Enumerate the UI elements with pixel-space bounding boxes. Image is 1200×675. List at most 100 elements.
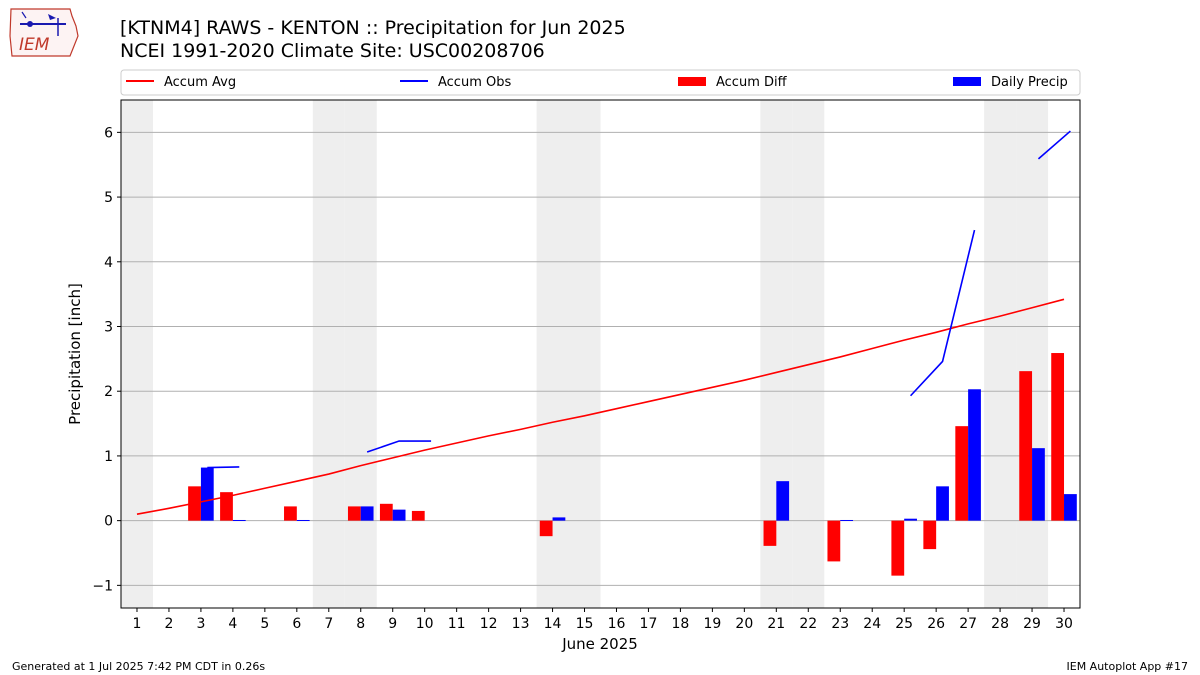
- weekend-shade: [792, 100, 825, 608]
- x-tick-label: 1: [133, 616, 142, 632]
- x-tick-label: 26: [927, 616, 945, 632]
- grid-lines: [121, 131, 1080, 586]
- daily-precip-bar: [936, 486, 949, 521]
- x-tick-label: 21: [767, 616, 785, 632]
- weekend-shade: [312, 100, 345, 608]
- y-tick-label: −1: [92, 578, 113, 594]
- accum-diff-bar: [379, 503, 393, 521]
- weekend-shade: [984, 100, 1017, 608]
- x-tick-label: 17: [640, 616, 658, 632]
- logo-text: IEM: [19, 35, 50, 55]
- x-tick-label: 12: [480, 616, 498, 632]
- accum-diff-bar: [347, 506, 361, 521]
- y-axis-label: Precipitation [inch]: [66, 283, 84, 425]
- x-tick-label: 27: [959, 616, 977, 632]
- accum-diff-bar: [220, 492, 233, 521]
- x-tick-label: 15: [576, 616, 594, 632]
- x-tick-label: 13: [512, 616, 530, 632]
- legend: Accum Avg Accum Obs Accum Diff Daily Precip: [120, 69, 1081, 96]
- x-axis-label: June 2025: [561, 635, 638, 653]
- accum-diff-bar: [923, 520, 937, 550]
- accum-obs-line: [207, 466, 240, 469]
- daily-precip-bar: [840, 519, 854, 521]
- weekend-shade: [344, 100, 377, 608]
- y-tick-label: 4: [104, 255, 113, 271]
- y-tick-label: 5: [104, 190, 113, 206]
- x-tick-label: 20: [735, 616, 753, 632]
- x-tick-label: 14: [544, 616, 562, 632]
- lines: [136, 130, 1071, 515]
- weekend-shade: [1016, 100, 1049, 608]
- legend-label-daily-precip: Daily Precip: [991, 75, 1068, 90]
- iem-logo: IEM: [9, 8, 79, 57]
- generated-timestamp: Generated at 1 Jul 2025 7:42 PM CDT in 0…: [12, 660, 266, 673]
- legend-label-accum-diff: Accum Diff: [716, 75, 788, 90]
- daily-precip-bar: [232, 519, 246, 521]
- legend-label-accum-obs: Accum Obs: [438, 75, 511, 90]
- daily-precip-bar: [1032, 448, 1045, 521]
- weekend-shade: [568, 100, 601, 608]
- legend-label-accum-avg: Accum Avg: [164, 75, 236, 90]
- accum-avg-line: [136, 298, 1065, 515]
- daily-precip-bar: [904, 518, 917, 521]
- app-id: IEM Autoplot App #17: [1066, 660, 1189, 673]
- x-tick-label: 9: [388, 616, 397, 632]
- x-tick-label: 19: [703, 616, 721, 632]
- daily-precip-bar: [968, 389, 981, 521]
- daily-precip-bar: [776, 481, 790, 521]
- y-tick-label: 6: [104, 125, 113, 141]
- accum-diff-bar: [1019, 371, 1033, 521]
- accum-diff-bar: [827, 520, 841, 562]
- y-tick-label: 3: [104, 319, 113, 335]
- accum-diff-bar: [763, 520, 777, 546]
- legend-frame: [120, 69, 1081, 96]
- x-tick-label: 8: [356, 616, 365, 632]
- y-tick-label: 1: [104, 449, 113, 465]
- daily-precip-bar: [200, 467, 214, 521]
- daily-precip-bar: [1064, 494, 1077, 521]
- x-tick-label: 24: [863, 616, 881, 632]
- daily-precip-bar: [392, 509, 406, 521]
- x-tick-label: 3: [196, 616, 205, 632]
- plot-frame: [120, 99, 1081, 609]
- x-tick-label: 30: [1055, 616, 1073, 632]
- x-tick-label: 10: [416, 616, 434, 632]
- x-tick-label: 11: [448, 616, 466, 632]
- x-tick-label: 22: [799, 616, 817, 632]
- x-axis-ticks: 1 2 3 4 5 6 7 8 9 10 11 12 13 14 15 16 17 18 19 20 21 22 23 24 2…: [133, 608, 1073, 632]
- accum-obs-line: [366, 440, 432, 453]
- accum-diff-bar: [1051, 353, 1065, 521]
- chart-title-line1: [KTNM4] RAWS - KENTON :: Precipitation f…: [120, 17, 626, 39]
- chart-title-line2: NCEI 1991-2020 Climate Site: USC00208706: [120, 40, 545, 62]
- accum-diff-bar: [955, 426, 969, 521]
- x-tick-label: 23: [831, 616, 849, 632]
- x-tick-label: 28: [991, 616, 1009, 632]
- y-tick-label: 2: [104, 384, 113, 400]
- x-tick-label: 29: [1023, 616, 1041, 632]
- legend-swatch-accum-diff: [678, 77, 706, 86]
- bars: [188, 353, 1077, 576]
- x-tick-label: 7: [324, 616, 333, 632]
- x-tick-label: 25: [895, 616, 913, 632]
- x-tick-label: 6: [292, 616, 301, 632]
- legend-swatch-daily-precip: [953, 77, 981, 86]
- x-tick-label: 16: [608, 616, 626, 632]
- accum-obs-line: [909, 229, 976, 397]
- daily-precip-bar: [360, 506, 374, 521]
- y-axis-ticks: −1 0 1 2 3 4 5 6: [92, 125, 121, 594]
- accum-diff-bar: [284, 506, 297, 521]
- daily-precip-bar: [296, 519, 310, 521]
- accum-obs-line: [1037, 130, 1071, 160]
- daily-precip-bar: [552, 517, 566, 521]
- y-tick-label: 0: [104, 514, 113, 530]
- x-tick-label: 2: [164, 616, 173, 632]
- accum-diff-bar: [539, 520, 553, 537]
- accum-diff-bar: [891, 520, 905, 576]
- x-tick-label: 5: [260, 616, 269, 632]
- x-tick-label: 4: [228, 616, 237, 632]
- x-tick-label: 18: [672, 616, 690, 632]
- weekend-shading: [121, 100, 1049, 608]
- accum-diff-bar: [411, 510, 425, 521]
- weekend-shade: [121, 100, 153, 608]
